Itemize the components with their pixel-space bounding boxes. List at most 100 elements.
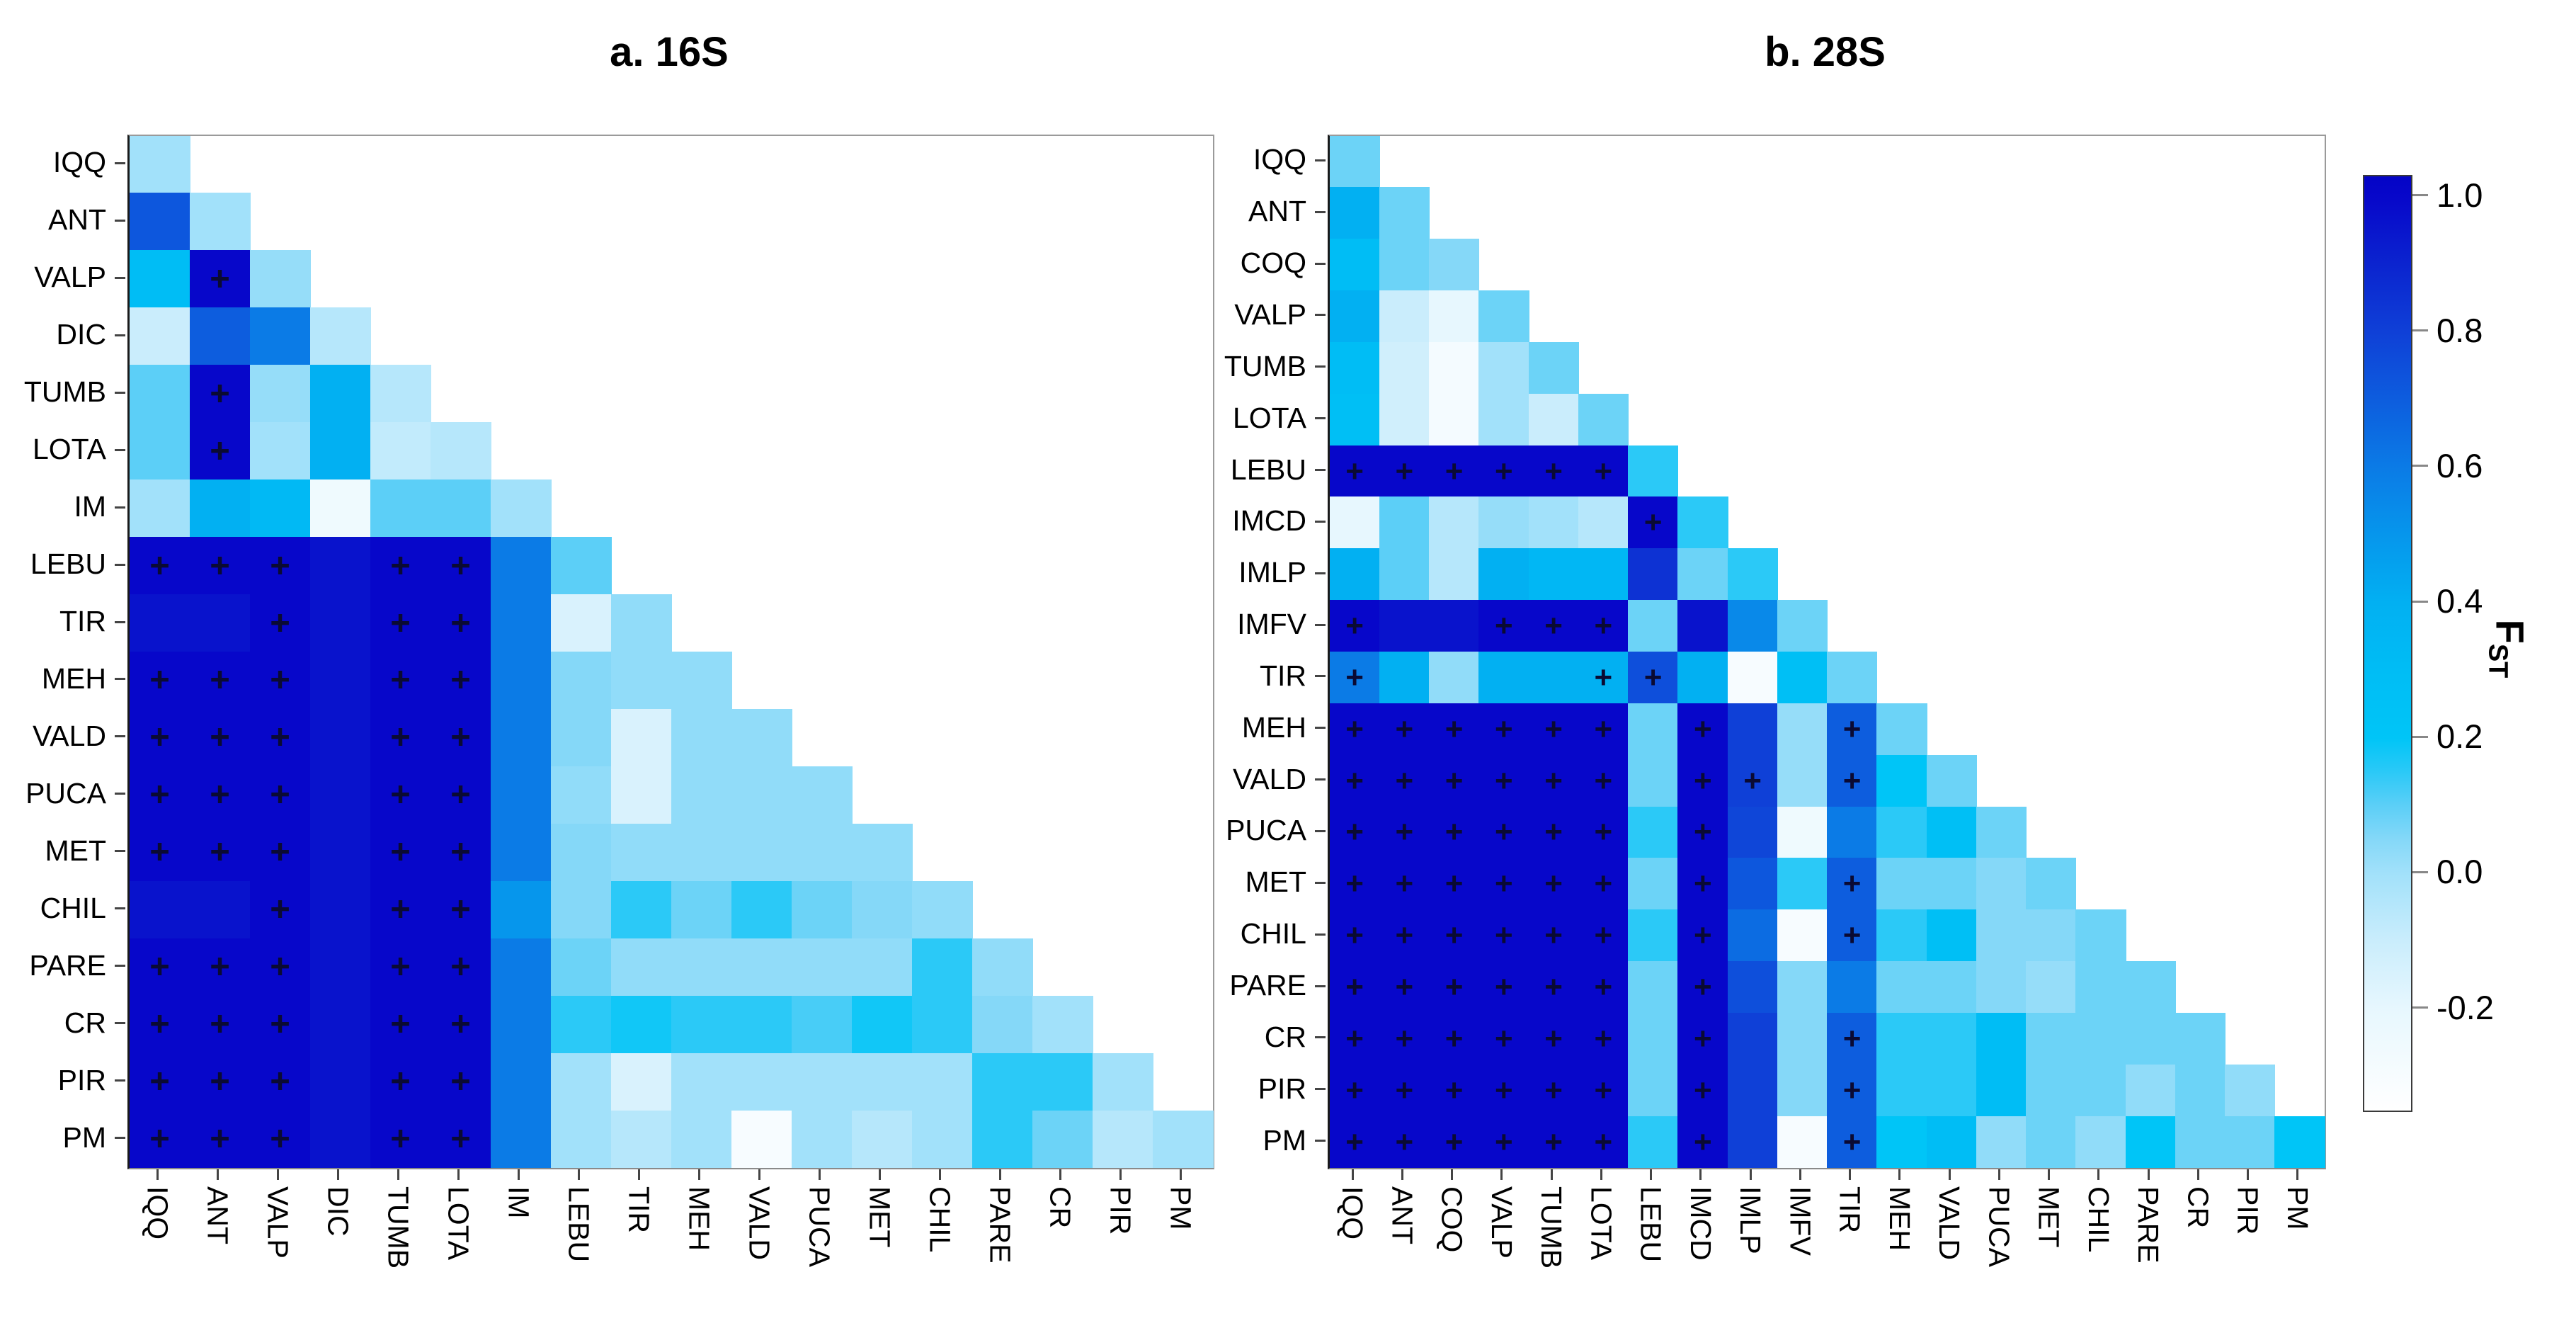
row-label-pir: PIR bbox=[1258, 1072, 1306, 1105]
heatmap-cell: + bbox=[189, 766, 251, 824]
significance-plus-mark: + bbox=[390, 948, 411, 987]
heatmap-cell bbox=[911, 1052, 973, 1111]
column-label-puca: PUCA bbox=[1983, 1186, 2016, 1267]
colorbar-tick-label: 0.0 bbox=[2437, 853, 2483, 891]
heatmap-cell: + bbox=[430, 766, 491, 824]
heatmap-cell: + bbox=[249, 537, 311, 596]
heatmap-cell: + bbox=[129, 1052, 190, 1111]
heatmap-cell bbox=[490, 938, 552, 997]
heatmap-cell: + bbox=[1429, 858, 1480, 911]
heatmap-cell bbox=[731, 1110, 792, 1169]
significance-plus-mark: + bbox=[1544, 711, 1563, 747]
significance-plus-mark: + bbox=[270, 890, 290, 929]
heatmap-cell bbox=[1092, 1110, 1153, 1169]
heatmap-cell: + bbox=[370, 880, 431, 939]
heatmap-cell bbox=[490, 1110, 552, 1169]
heatmap-cell bbox=[129, 193, 190, 251]
heatmap-cell bbox=[1379, 496, 1430, 550]
significance-plus-mark: + bbox=[1395, 866, 1414, 902]
heatmap-cell bbox=[550, 766, 612, 824]
heatmap-cell: + bbox=[1578, 806, 1629, 859]
heatmap-cell bbox=[1777, 1012, 1828, 1065]
heatmap-cell bbox=[1777, 806, 1828, 859]
heatmap-cell bbox=[1727, 909, 1778, 963]
heatmap-cell bbox=[1926, 858, 1977, 911]
heatmap-cell bbox=[1152, 1110, 1214, 1169]
significance-plus-mark: + bbox=[1643, 505, 1663, 540]
x-axis-tick bbox=[1401, 1169, 1403, 1180]
column-label-lebu: LEBU bbox=[562, 1186, 595, 1263]
row-label-cr: CR bbox=[64, 1006, 106, 1039]
column-label-met: MET bbox=[863, 1186, 896, 1248]
significance-plus-mark: + bbox=[210, 833, 230, 872]
column-label-coq: COQ bbox=[1435, 1186, 1469, 1253]
heatmap-cell: + bbox=[249, 880, 311, 939]
heatmap-cell bbox=[1429, 290, 1480, 343]
heatmap-cell bbox=[1926, 961, 1977, 1014]
heatmap-cell bbox=[1876, 806, 1927, 859]
heatmap-cell bbox=[1827, 806, 1878, 859]
row-label-met: MET bbox=[1245, 866, 1306, 899]
row-label-chil: CHIL bbox=[1240, 917, 1306, 950]
significance-plus-mark: + bbox=[1495, 1072, 1513, 1108]
heatmap-cell: + bbox=[189, 537, 251, 596]
heatmap-cell bbox=[851, 1110, 913, 1169]
row-label-ant: ANT bbox=[1248, 195, 1306, 228]
heatmap-cell: + bbox=[1478, 703, 1529, 756]
column-label-tumb: TUMB bbox=[1535, 1186, 1568, 1269]
row-label-met: MET bbox=[45, 834, 106, 867]
heatmap-cell bbox=[2075, 909, 2126, 963]
heatmap-cell: + bbox=[370, 823, 431, 882]
heatmap-cell: + bbox=[1329, 806, 1380, 859]
significance-plus-mark: + bbox=[1345, 815, 1364, 850]
heatmap-cell bbox=[1876, 961, 1927, 1014]
significance-plus-mark: + bbox=[450, 776, 471, 815]
significance-plus-mark: + bbox=[1694, 1072, 1712, 1108]
x-axis-tick bbox=[578, 1169, 580, 1180]
heatmap-cell: + bbox=[1827, 858, 1878, 911]
heatmap-cell: + bbox=[430, 708, 491, 767]
heatmap-cell: + bbox=[1578, 1116, 1629, 1169]
heatmap-cell bbox=[671, 766, 732, 824]
heatmap-cell: + bbox=[430, 1052, 491, 1111]
heatmap-cell bbox=[309, 422, 371, 481]
colorbar-tick-label: 0.2 bbox=[2437, 717, 2483, 756]
significance-plus-mark: + bbox=[1495, 763, 1513, 798]
significance-plus-mark: + bbox=[1345, 866, 1364, 902]
significance-plus-mark: + bbox=[1842, 918, 1862, 953]
x-axis-tick bbox=[879, 1169, 881, 1180]
heatmap-cell: + bbox=[1429, 703, 1480, 756]
heatmap-cell: + bbox=[1677, 754, 1728, 807]
heatmap-cell: + bbox=[189, 823, 251, 882]
heatmap-cell bbox=[129, 307, 190, 366]
heatmap-cell: + bbox=[1379, 703, 1430, 756]
y-axis-tick bbox=[1315, 1036, 1326, 1039]
significance-plus-mark: + bbox=[450, 833, 471, 872]
x-axis-tick bbox=[337, 1169, 339, 1180]
heatmap-cell bbox=[1777, 961, 1828, 1014]
heatmap-b-plot-area: + + + + + + + + + + + + + + + + + + + + + + + + + + + + + + + + + + + + + + + +… bbox=[1328, 135, 2326, 1169]
heatmap-cell bbox=[1478, 548, 1529, 601]
y-axis-tick bbox=[115, 735, 125, 738]
column-label-pir: PIR bbox=[2231, 1186, 2264, 1235]
heatmap-cell bbox=[550, 708, 612, 767]
significance-plus-mark: + bbox=[149, 718, 170, 757]
heatmap-cell: + bbox=[1528, 909, 1579, 963]
significance-plus-mark: + bbox=[210, 1005, 230, 1044]
heatmap-cell bbox=[791, 823, 853, 882]
heatmap-cell: + bbox=[1478, 1116, 1529, 1169]
x-axis-tick bbox=[2097, 1169, 2100, 1180]
heatmap-cell bbox=[1478, 652, 1529, 704]
colorbar-tick bbox=[2412, 735, 2428, 738]
heatmap-cell bbox=[1478, 341, 1529, 395]
heatmap-cell bbox=[1578, 393, 1629, 446]
heatmap-cell: + bbox=[189, 1052, 251, 1111]
heatmap-cell bbox=[309, 766, 371, 824]
y-axis-tick bbox=[115, 161, 125, 164]
heatmap-cell: + bbox=[129, 766, 190, 824]
row-label-puca: PUCA bbox=[25, 776, 106, 810]
heatmap-cell bbox=[490, 652, 552, 710]
row-label-vald: VALD bbox=[32, 719, 106, 752]
significance-plus-mark: + bbox=[1544, 453, 1563, 489]
heatmap-cell bbox=[1032, 1052, 1093, 1111]
